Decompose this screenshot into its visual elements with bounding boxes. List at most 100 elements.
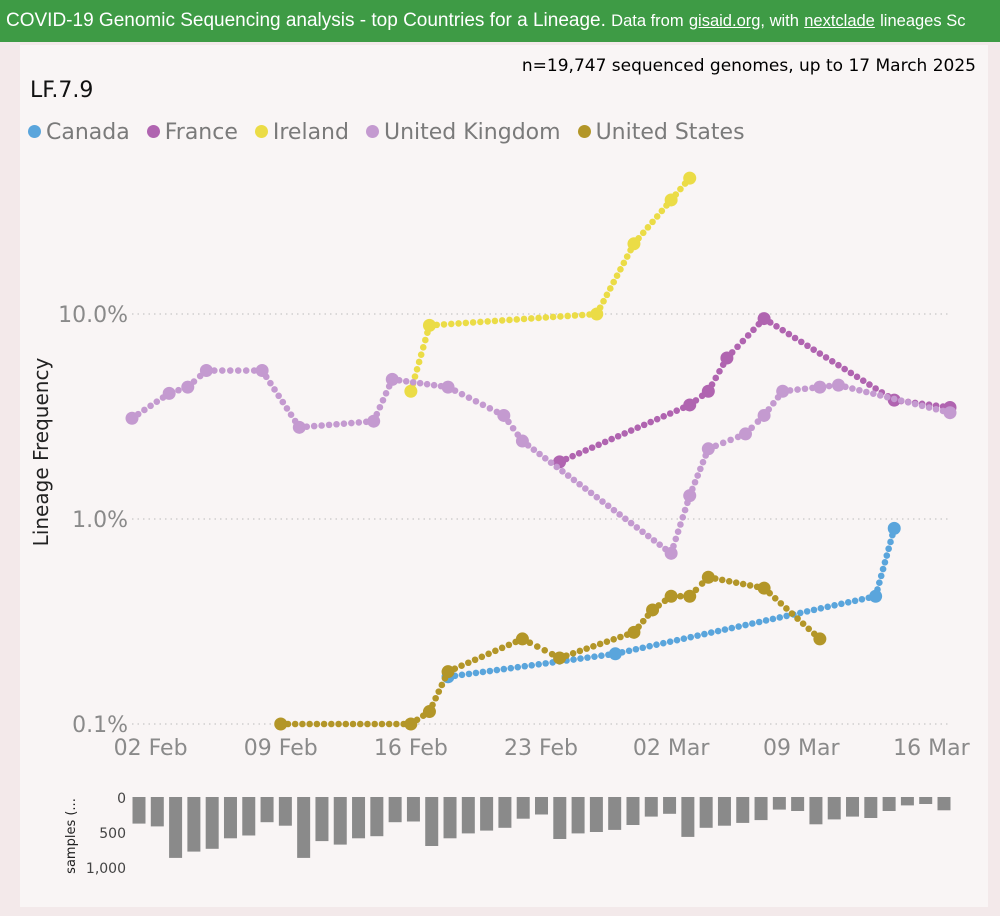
series-path-dot-united-kingdom <box>141 406 148 414</box>
series-path-dot-france <box>750 326 757 334</box>
data-point-united-kingdom <box>813 380 827 394</box>
sample-bar <box>187 797 201 852</box>
series-path-dot-ireland <box>462 319 470 327</box>
series-path-dot-united-states <box>746 582 754 589</box>
series-path-dot-united-states <box>478 653 486 661</box>
x-tick-label: 16 Mar <box>893 736 970 761</box>
series-path-dot-ireland <box>520 315 528 323</box>
series-path-dot-canada <box>632 645 640 653</box>
series-path-dot-united-kingdom <box>911 400 919 408</box>
sample-bar <box>132 797 146 824</box>
data-point-united-states <box>274 717 288 731</box>
series-path-dot-united-states <box>485 650 492 658</box>
series-path-dot-france <box>744 332 752 339</box>
series-path-dot-france <box>627 427 635 434</box>
series-path-dot-ireland <box>513 316 521 323</box>
sample-bar <box>589 797 603 832</box>
legend-item-france[interactable]: France <box>146 120 238 145</box>
legend-label: United States <box>595 120 745 145</box>
x-tick-label: 23 Feb <box>504 736 578 761</box>
sample-bar <box>644 797 658 817</box>
series-path-dot-ireland <box>417 351 425 358</box>
series-path-dot-ireland <box>620 259 628 267</box>
series-path-dot-united-kingdom <box>570 476 578 484</box>
series-path-dot-canada <box>762 617 770 624</box>
series-path-dot-united-kingdom <box>727 436 734 444</box>
gisaid-link[interactable]: gisaid.org <box>688 12 761 30</box>
series-path-dot-canada <box>666 638 674 645</box>
sample-bar <box>571 797 585 834</box>
legend-item-united-states[interactable]: United States <box>577 120 745 145</box>
data-point-united-kingdom <box>683 489 697 503</box>
series-path-dot-canada <box>851 597 859 605</box>
series-path-dot-france <box>614 432 622 440</box>
sample-bar <box>681 797 695 837</box>
series-path-dot-united-kingdom <box>679 513 687 521</box>
series-path-dot-ireland <box>413 365 421 373</box>
data-point-united-kingdom <box>943 406 957 420</box>
series-path-dot-canada <box>625 647 633 655</box>
sample-bar <box>919 797 933 804</box>
series-path-dot-united-kingdom <box>593 493 601 501</box>
legend-item-canada[interactable]: Canada <box>28 120 130 145</box>
series-path-dot-united-kingdom <box>147 402 154 410</box>
series-path-dot-ireland <box>491 317 499 325</box>
series-path-dot-united-states <box>342 720 350 728</box>
sample-bar <box>717 797 731 826</box>
series-path-dot-united-kingdom <box>870 390 877 398</box>
series-path-dot-canada <box>769 615 777 623</box>
data-point-united-kingdom <box>125 411 139 425</box>
series-path-dot-canada <box>570 656 577 663</box>
x-tick-label: 09 Feb <box>244 736 318 761</box>
sample-bar <box>406 797 420 822</box>
series-path-dot-united-kingdom <box>633 524 641 531</box>
legend-item-ireland[interactable]: Ireland <box>254 120 349 145</box>
series-path-dot-united-kingdom <box>770 400 777 407</box>
legend-marker-icon <box>146 125 160 138</box>
series-path-dot-united-kingdom <box>382 389 390 397</box>
series-path-dot-canada <box>598 652 605 660</box>
series-path-dot-united-states <box>794 615 801 622</box>
series-path-dot-ireland <box>578 311 586 319</box>
series-path-dot-canada <box>465 670 473 678</box>
series-path-dot-france <box>739 337 747 345</box>
sample-bar <box>663 797 677 814</box>
data-point-canada <box>869 589 883 603</box>
data-point-united-kingdom <box>497 408 511 422</box>
series-path-dot-united-kingdom <box>465 394 473 402</box>
series-path-dot-france <box>640 421 648 429</box>
series-path-dot-canada <box>838 600 845 608</box>
sample-bar <box>535 797 548 815</box>
series-path-dot-france <box>569 452 576 460</box>
series-path-dot-canada <box>783 612 790 620</box>
series-path-dot-ireland <box>600 297 607 305</box>
series-path-dot-united-kingdom <box>616 511 623 518</box>
series-path-dot-united-states <box>335 720 342 728</box>
legend-item-united-kingdom[interactable]: United Kingdom <box>365 120 561 145</box>
series-path-dot-united-states <box>603 638 611 645</box>
sample-bar <box>809 797 823 825</box>
lineage-title: LF.7.9 <box>30 78 94 103</box>
data-point-united-kingdom <box>367 414 381 428</box>
data-point-canada <box>887 521 901 535</box>
series-path-dot-canada <box>755 618 763 626</box>
series-path-dot-united-kingdom <box>904 399 912 406</box>
series-path-dot-united-kingdom <box>699 458 707 466</box>
data-point-france <box>757 312 771 326</box>
data-point-ireland <box>627 237 641 251</box>
series-path-dot-united-kingdom <box>333 420 340 428</box>
series-path-dot-ireland <box>447 320 455 328</box>
series-path-dot-ireland <box>477 318 484 326</box>
data-point-united-kingdom <box>701 442 715 456</box>
sample-bar <box>278 797 292 826</box>
series-path-dot-canada <box>701 630 708 638</box>
series-path-dot-canada <box>810 606 818 614</box>
series-path-dot-united-states <box>320 720 328 728</box>
y-axis-title: Lineage Frequency <box>29 358 53 547</box>
series-path-dot-united-states <box>777 600 785 607</box>
series-path-dot-united-kingdom <box>318 422 325 429</box>
data-point-united-kingdom <box>292 420 306 434</box>
nextclade-link[interactable]: nextclade <box>804 12 875 30</box>
sample-bar <box>846 797 860 817</box>
